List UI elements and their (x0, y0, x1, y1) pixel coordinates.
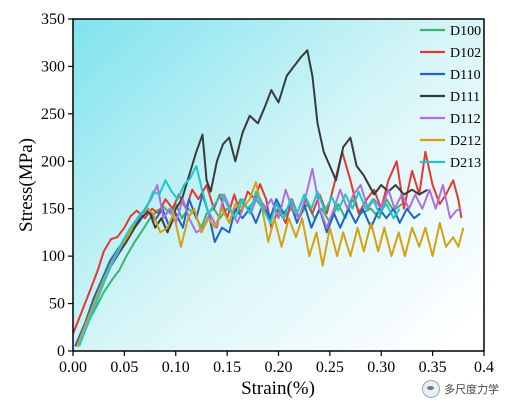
legend-label: D112 (450, 112, 481, 127)
y-tick-label: 350 (41, 11, 65, 28)
legend-label: D110 (450, 68, 481, 83)
watermark-text: 多尺度力学 (444, 383, 499, 396)
x-tick-label: 0.15 (213, 359, 241, 376)
series-line-d111 (76, 49, 429, 347)
legend-label: D111 (450, 90, 480, 105)
x-tick-label: 0.05 (110, 359, 138, 376)
y-axis-title: Stress(MPa) (16, 138, 37, 232)
legend-label: D102 (450, 46, 481, 61)
x-tick-label: 0.35 (419, 359, 447, 376)
y-tick-label: 250 (41, 106, 65, 123)
series-layer (73, 49, 465, 347)
x-tick-label: 0.10 (162, 359, 190, 376)
y-tick-label: 200 (41, 153, 65, 170)
y-axis: 0 50 100 150 200 250 300 350 (41, 11, 73, 360)
y-tick-label: 50 (49, 296, 65, 313)
x-axis: 0.00 0.05 0.10 0.15 0.20 0.25 0.30 0.35 0.4 (59, 351, 494, 376)
legend: D100 D102 D110 D111 D112 D212 D213 (420, 24, 481, 171)
y-tick-label: 150 (41, 201, 65, 218)
y-tick-label: 0 (57, 343, 65, 360)
watermark: 多尺度力学 (422, 380, 499, 398)
plot-area (73, 19, 484, 351)
legend-label: D212 (450, 134, 481, 149)
series-line-d213 (78, 165, 401, 347)
x-tick-label: 0.25 (316, 359, 344, 376)
wechat-icon (422, 380, 440, 398)
x-tick-label: 0.00 (59, 359, 87, 376)
x-tick-label: 0.30 (367, 359, 395, 376)
legend-label: D100 (450, 24, 481, 39)
y-tick-label: 300 (41, 58, 65, 75)
x-tick-label: 0.20 (265, 359, 293, 376)
legend-label: D213 (450, 156, 481, 171)
x-axis-title: Strain(%) (241, 378, 315, 399)
x-tick-label: 0.4 (474, 359, 494, 376)
series-line-d212 (76, 181, 465, 347)
y-tick-label: 100 (41, 248, 65, 265)
